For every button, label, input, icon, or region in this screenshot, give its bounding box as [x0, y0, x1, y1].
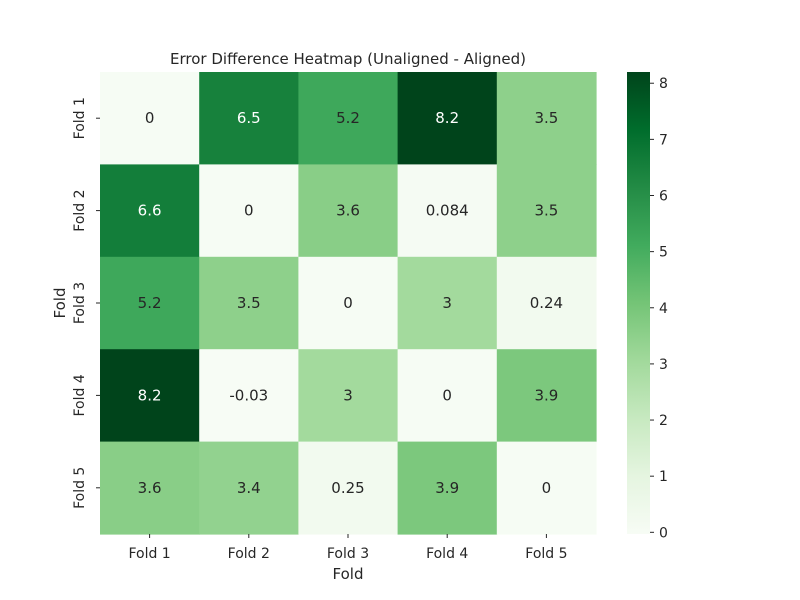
cell-value-label: 3: [343, 386, 353, 404]
cell-value-label: 5.2: [138, 294, 162, 312]
cell-value-label: 0.24: [530, 294, 563, 312]
y-axis-label: Fold: [51, 288, 69, 319]
heatmap-cell-r2-c5: [496, 164, 597, 258]
heatmap-cell-r2-c2: [199, 164, 299, 258]
colorbar-tick-label: 0: [659, 525, 668, 541]
colorbar-tick-label: 4: [659, 301, 668, 317]
heatmap-cell-r1-c1: [100, 72, 200, 165]
y-tick-labels: Fold 1 Fold 2 Fold 3 Fold 4 Fold 5: [72, 97, 100, 509]
cell-value-label: 0: [145, 109, 155, 127]
cell-value-label: 0.084: [426, 202, 469, 220]
heatmap-cell-r5-c1: [100, 441, 200, 535]
cell-value-label: 3.5: [534, 202, 558, 220]
y-tick-label: Fold 3: [72, 282, 88, 324]
x-tick-label: Fold 1: [128, 546, 170, 562]
heatmap-cell-r4-c1: [100, 349, 200, 443]
colorbar-tick-label: 1: [659, 469, 668, 485]
cell-value-label: -0.03: [229, 386, 268, 404]
cell-value-label: 3: [442, 294, 452, 312]
y-tick-label: Fold 5: [72, 467, 88, 509]
heatmap-cell-r2-c1: [100, 164, 200, 258]
cell-value-label: 3.5: [237, 294, 261, 312]
cell-value-label: 8.2: [435, 109, 459, 127]
colorbar-tick-label: 7: [659, 132, 668, 148]
chart-title: Error Difference Heatmap (Unaligned - Al…: [170, 50, 526, 68]
cell-value-label: 0: [343, 294, 353, 312]
heatmap-cell-r4-c2: [199, 349, 299, 443]
y-tick-label: Fold 1: [72, 97, 88, 139]
cell-value-label: 3.6: [138, 479, 162, 497]
heatmap-grid: 0 6.5 5.2 8.2 3.5 6.6 0 3.6 0.084 3.5 5.2 3.5 0 3 0.24…: [100, 72, 597, 535]
heatmap-cell-r4-c3: [298, 349, 399, 443]
x-tick-label: Fold 2: [228, 546, 270, 562]
heatmap-cell-r2-c4: [397, 164, 498, 258]
x-tick-labels: Fold 1 Fold 2 Fold 3 Fold 4 Fold 5: [128, 534, 568, 562]
cell-value-label: 3.9: [435, 479, 459, 497]
heatmap-cell-r1-c3: [298, 72, 399, 165]
heatmap-cell-r5-c3: [298, 441, 399, 535]
x-tick-label: Fold 3: [327, 546, 369, 562]
cell-value-label: 6.5: [237, 109, 261, 127]
heatmap-cell-r5-c4: [397, 441, 498, 535]
heatmap-cell-r4-c5: [496, 349, 597, 443]
heatmap-cell-r3-c4: [397, 256, 498, 350]
cell-value-label: 6.6: [138, 202, 162, 220]
colorbar-tick-label: 5: [659, 245, 668, 261]
cell-value-label: 3.4: [237, 479, 261, 497]
colorbar-tick-label: 6: [659, 188, 668, 204]
x-axis-label: Fold: [333, 565, 364, 583]
heatmap-cell-r5-c5: [496, 441, 597, 535]
cell-value-label: 0: [244, 202, 254, 220]
cell-value-label: 3.5: [534, 109, 558, 127]
colorbar-ticks: 0 1 2 3 4 5 6 7 8: [650, 76, 668, 541]
heatmap-cell-r3-c5: [496, 256, 597, 350]
colorbar-tick-label: 3: [659, 357, 668, 373]
colorbar-tick-label: 8: [659, 76, 668, 92]
heatmap-cell-r3-c2: [199, 256, 299, 350]
x-tick-label: Fold 4: [426, 546, 468, 562]
heatmap-cell-r3-c3: [298, 256, 399, 350]
heatmap-cell-r1-c5: [496, 72, 597, 165]
heatmap-cell-r1-c2: [199, 72, 299, 165]
colorbar: [627, 72, 650, 534]
cell-value-label: 0: [542, 479, 552, 497]
heatmap-cell-r5-c2: [199, 441, 299, 535]
cell-value-label: 3.6: [336, 202, 360, 220]
y-tick-label: Fold 2: [72, 189, 88, 231]
colorbar-tick-label: 2: [659, 413, 668, 429]
cell-value-label: 3.9: [534, 386, 558, 404]
heatmap-cell-r3-c1: [100, 256, 200, 350]
cell-value-label: 8.2: [138, 386, 162, 404]
heatmap-cell-r1-c4: [397, 72, 498, 165]
cell-value-label: 0.25: [331, 479, 364, 497]
cell-value-label: 0: [442, 386, 452, 404]
heatmap-cell-r4-c4: [397, 349, 498, 443]
x-tick-label: Fold 5: [525, 546, 567, 562]
heatmap-cell-r2-c3: [298, 164, 399, 258]
cell-value-label: 5.2: [336, 109, 360, 127]
y-tick-label: Fold 4: [72, 374, 88, 416]
